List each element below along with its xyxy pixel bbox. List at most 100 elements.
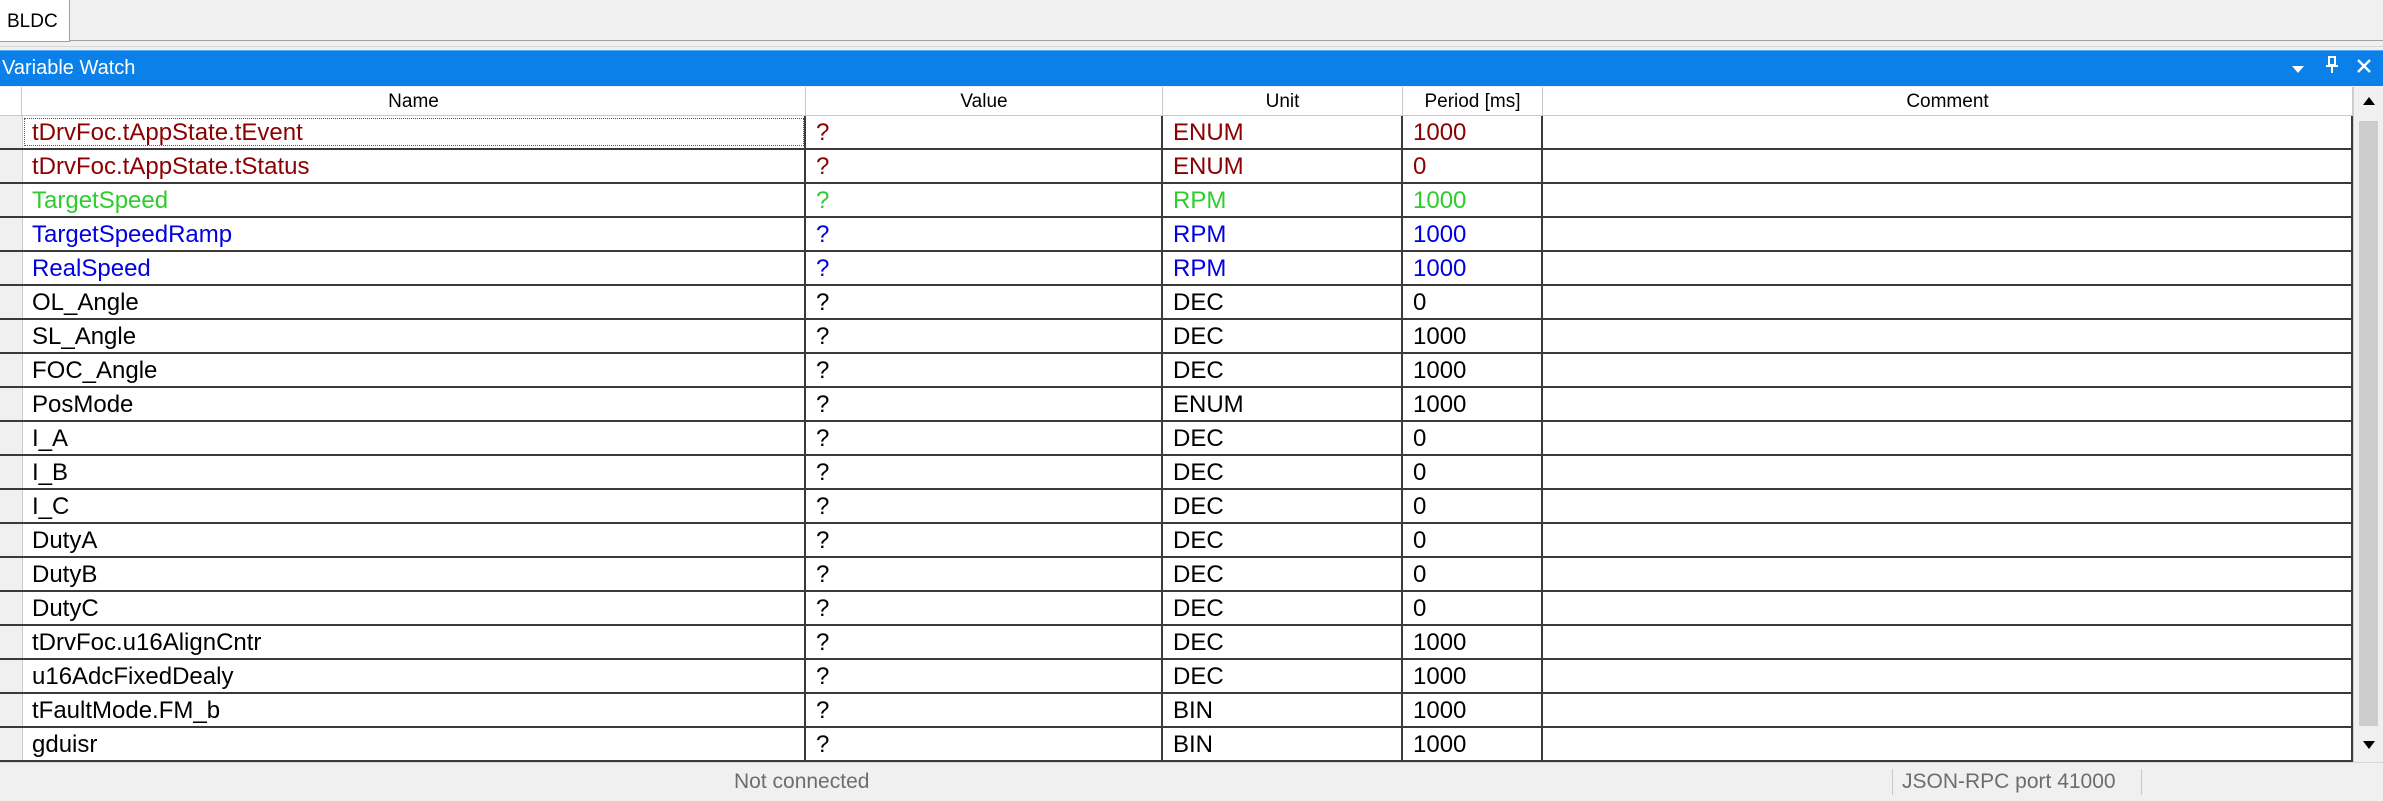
cell-comment[interactable] [1543,252,2353,284]
cell-period[interactable]: 0 [1403,592,1543,624]
cell-value[interactable]: ? [806,626,1163,658]
cell-comment[interactable] [1543,150,2353,182]
table-row[interactable]: tDrvFoc.tAppState.tEvent? ENUM 1000 [0,116,2353,150]
vertical-scrollbar[interactable] [2353,87,2383,762]
table-row[interactable]: TargetSpeedRamp? RPM 1000 [0,218,2353,252]
row-header[interactable] [0,422,23,454]
row-header[interactable] [0,354,23,386]
cell-name[interactable]: TargetSpeed [22,184,806,216]
cell-name[interactable]: DutyC [22,592,806,624]
cell-comment[interactable] [1543,422,2353,454]
row-header[interactable] [0,524,23,556]
cell-value[interactable]: ? [806,388,1163,420]
row-header[interactable] [0,558,23,590]
cell-name[interactable]: SL_Angle [22,320,806,352]
cell-name[interactable]: tDrvFoc.u16AlignCntr [22,626,806,658]
cell-comment[interactable] [1543,456,2353,488]
row-header[interactable] [0,116,23,148]
table-row[interactable]: DutyA? DEC 0 [0,524,2353,558]
cell-comment[interactable] [1543,490,2353,522]
cell-period[interactable]: 0 [1403,490,1543,522]
cell-unit[interactable]: DEC [1163,592,1403,624]
cell-comment[interactable] [1543,524,2353,556]
cell-unit[interactable]: RPM [1163,218,1403,250]
table-row[interactable]: PosMode? ENUM 1000 [0,388,2353,422]
cell-value[interactable]: ? [806,524,1163,556]
scroll-up-icon[interactable] [2354,87,2383,117]
row-header[interactable] [0,286,23,318]
cell-comment[interactable] [1543,218,2353,250]
cell-comment[interactable] [1543,320,2353,352]
cell-period[interactable]: 0 [1403,558,1543,590]
cell-value[interactable]: ? [806,252,1163,284]
cell-unit[interactable]: DEC [1163,660,1403,692]
cell-comment[interactable] [1543,286,2353,318]
row-header[interactable] [0,660,23,692]
cell-period[interactable]: 1000 [1403,660,1543,692]
cell-unit[interactable]: DEC [1163,422,1403,454]
cell-name[interactable]: gduisr [22,728,806,760]
cell-name[interactable]: tDrvFoc.tAppState.tStatus [22,150,806,182]
cell-comment[interactable] [1543,354,2353,386]
cell-name[interactable]: OL_Angle [22,286,806,318]
cell-period[interactable]: 1000 [1403,626,1543,658]
table-row[interactable]: tFaultMode.FM_b? BIN 1000 [0,694,2353,728]
cell-period[interactable]: 0 [1403,456,1543,488]
row-header[interactable] [0,320,23,352]
cell-period[interactable]: 1000 [1403,184,1543,216]
row-header[interactable] [0,184,23,216]
cell-name[interactable]: TargetSpeedRamp [22,218,806,250]
cell-value[interactable]: ? [806,150,1163,182]
row-header[interactable] [0,728,23,760]
cell-comment[interactable] [1543,388,2353,420]
cell-value[interactable]: ? [806,218,1163,250]
cell-comment[interactable] [1543,626,2353,658]
cell-comment[interactable] [1543,728,2353,760]
cell-value[interactable]: ? [806,660,1163,692]
cell-period[interactable]: 1000 [1403,694,1543,726]
column-header-period[interactable]: Period [ms] [1403,87,1543,116]
table-row[interactable]: RealSpeed? RPM 1000 [0,252,2353,286]
cell-period[interactable]: 1000 [1403,252,1543,284]
table-row[interactable]: I_B? DEC 0 [0,456,2353,490]
cell-value[interactable]: ? [806,558,1163,590]
cell-unit[interactable]: DEC [1163,354,1403,386]
cell-period[interactable]: 1000 [1403,218,1543,250]
cell-comment[interactable] [1543,184,2353,216]
cell-period[interactable]: 1000 [1403,728,1543,760]
close-icon[interactable] [2351,51,2377,85]
table-row[interactable]: FOC_Angle? DEC 1000 [0,354,2353,388]
cell-name[interactable]: I_A [22,422,806,454]
cell-value[interactable]: ? [806,116,1163,148]
cell-value[interactable]: ? [806,184,1163,216]
row-header[interactable] [0,490,23,522]
cell-name[interactable]: RealSpeed [22,252,806,284]
cell-unit[interactable]: DEC [1163,320,1403,352]
cell-unit[interactable]: ENUM [1163,388,1403,420]
table-row[interactable]: I_C? DEC 0 [0,490,2353,524]
table-row[interactable]: TargetSpeed? RPM 1000 [0,184,2353,218]
cell-comment[interactable] [1543,116,2353,148]
cell-name[interactable]: PosMode [22,388,806,420]
cell-period[interactable]: 1000 [1403,320,1543,352]
column-header-name[interactable]: Name [22,87,806,116]
cell-value[interactable]: ? [806,286,1163,318]
cell-name[interactable]: I_B [22,456,806,488]
cell-unit[interactable]: ENUM [1163,150,1403,182]
pin-icon[interactable] [2319,51,2345,85]
row-header[interactable] [0,592,23,624]
table-row[interactable]: OL_Angle? DEC 0 [0,286,2353,320]
column-header-unit[interactable]: Unit [1163,87,1403,116]
scroll-down-icon[interactable] [2354,731,2383,761]
cell-value[interactable]: ? [806,354,1163,386]
cell-comment[interactable] [1543,694,2353,726]
cell-period[interactable]: 1000 [1403,388,1543,420]
cell-name[interactable]: DutyA [22,524,806,556]
cell-value[interactable]: ? [806,694,1163,726]
cell-unit[interactable]: RPM [1163,184,1403,216]
cell-value[interactable]: ? [806,490,1163,522]
row-header[interactable] [0,218,23,250]
cell-value[interactable]: ? [806,728,1163,760]
cell-unit[interactable]: ENUM [1163,116,1403,148]
table-row[interactable]: DutyC? DEC 0 [0,592,2353,626]
